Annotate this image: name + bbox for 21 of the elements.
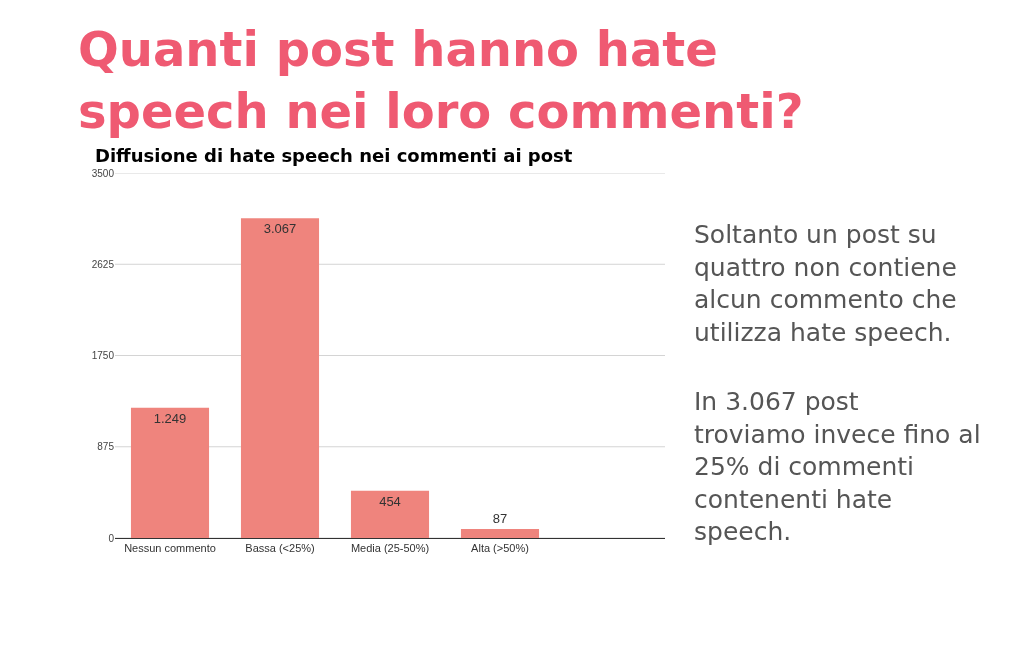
x-tick-label: Alta (>50%) xyxy=(471,542,529,555)
bar xyxy=(240,218,320,538)
chart-subtitle: Diffusione di hate speech nei commenti ai post xyxy=(95,145,573,166)
chart-title: Quanti post hanno hate speech nei loro commenti? xyxy=(78,20,804,140)
text: In 3.067 post troviamo invece fino al 25% di commenti contenenti hate speech. xyxy=(694,387,981,546)
y-tick-label: 0 xyxy=(108,532,115,544)
x-tick-label: Bassa (<25%) xyxy=(245,542,315,555)
data-label: 87 xyxy=(492,510,508,526)
bar xyxy=(130,407,210,538)
data-label: 3.067 xyxy=(263,221,297,237)
bar xyxy=(350,490,430,538)
x-tick-label: Media (25-50%) xyxy=(350,542,430,555)
y-tick-label: 875 xyxy=(97,441,115,453)
y-tick-label: 2625 xyxy=(91,258,115,270)
data-label: 454 xyxy=(379,493,401,509)
text: Soltanto un post su quattro non contiene alcun commento che utilizza hate speech. xyxy=(694,220,957,347)
y-tick-label: 1750 xyxy=(91,350,115,361)
y-tick-label: 3500 xyxy=(91,167,115,179)
bar xyxy=(460,528,540,538)
data-label: 1.249 xyxy=(153,410,187,426)
x-tick-label: Nessun commento xyxy=(124,542,216,555)
